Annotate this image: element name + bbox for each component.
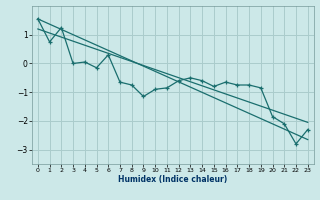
X-axis label: Humidex (Indice chaleur): Humidex (Indice chaleur) bbox=[118, 175, 228, 184]
